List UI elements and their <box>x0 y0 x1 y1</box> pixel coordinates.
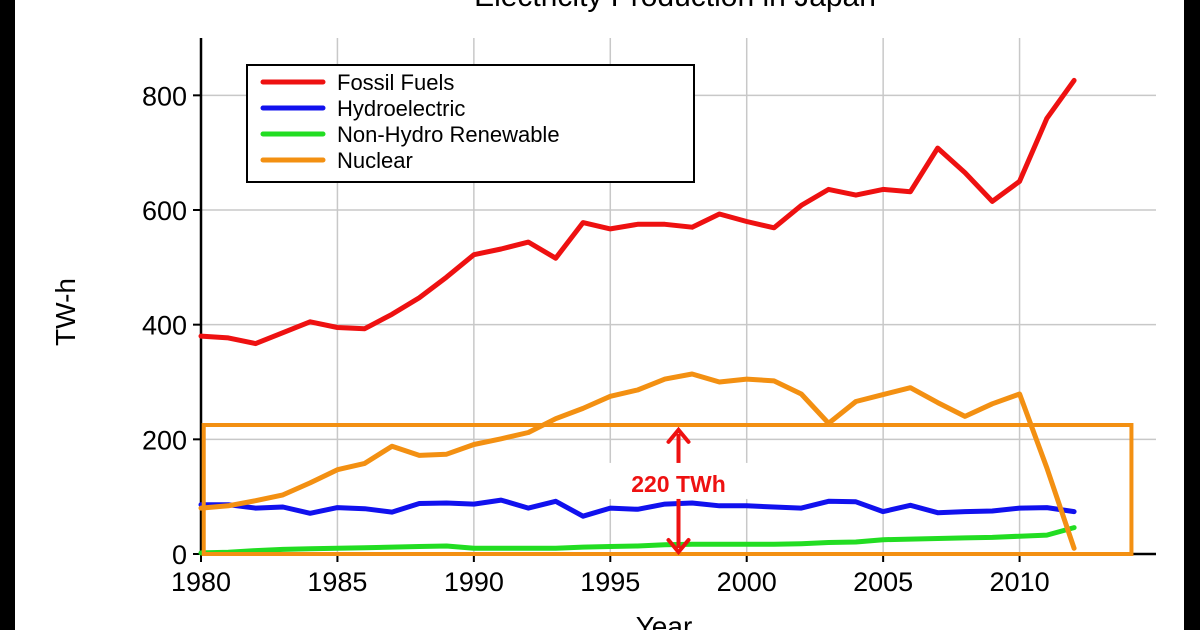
legend-label: Hydroelectric <box>337 96 465 121</box>
annotation-box <box>201 423 1134 556</box>
x-tick-label: 1990 <box>444 567 504 597</box>
series-group <box>198 77 1077 556</box>
annotation-group: 220 TWh <box>201 423 1134 556</box>
series-line-hydroelectric <box>198 497 1077 519</box>
annotation-label: 220 TWh <box>631 471 726 497</box>
series-line-nuclear <box>198 371 1077 551</box>
line-chart: 1980 1985 1990 1995 2000 2005 2010 0 200 400 600 80… <box>50 0 1156 630</box>
x-tick-label: 1980 <box>171 567 231 597</box>
annotation-arrowhead-up <box>666 426 691 444</box>
series-line-non-hydro-renewable <box>198 525 1077 556</box>
legend-label: Nuclear <box>337 148 413 173</box>
series-line-fossil-fuels <box>198 77 1077 347</box>
x-tick-label: 1995 <box>580 567 640 597</box>
legend-label: Fossil Fuels <box>337 70 454 95</box>
annotation-label-bg <box>608 462 749 499</box>
x-axis-label: Year <box>636 611 693 630</box>
y-tick-label: 0 <box>172 540 187 570</box>
x-tick-label: 2000 <box>717 567 777 597</box>
y-tick-label: 800 <box>142 81 187 111</box>
x-tick-label: 1985 <box>307 567 367 597</box>
x-tick-label: 2010 <box>990 567 1050 597</box>
annotation-arrowhead-down <box>666 538 691 556</box>
y-tick-label: 600 <box>142 196 187 226</box>
x-tick-label: 2005 <box>853 567 913 597</box>
y-tick-label: 200 <box>142 425 187 455</box>
y-axis-label: TW-h <box>50 278 81 346</box>
y-tick-label: 400 <box>142 311 187 341</box>
chart-frame: 1980 1985 1990 1995 2000 2005 2010 0 200 400 600 80… <box>15 0 1184 630</box>
chart-title: Electricity Production in Japan <box>474 0 876 13</box>
legend-label: Non-Hydro Renewable <box>337 122 560 147</box>
